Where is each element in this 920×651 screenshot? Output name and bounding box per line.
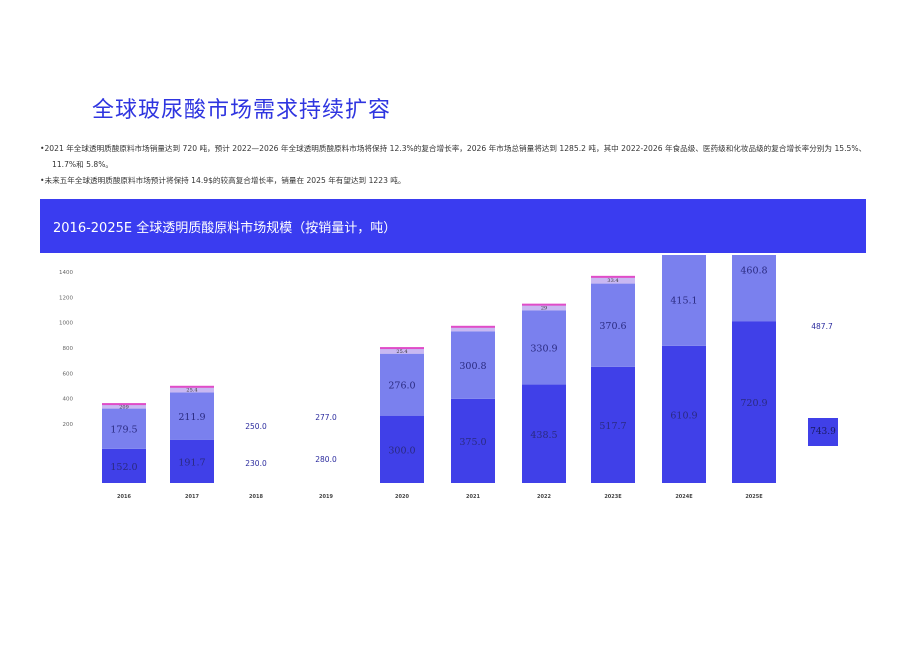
chart-canvas: 1400 1200 1000 800 600 400 200 2016 2017 2018 2019… bbox=[59, 255, 838, 500]
y-tick-label: 1400 bbox=[59, 270, 73, 276]
bullet-text-continuation: 11.7%和 5.8%。 bbox=[52, 160, 114, 169]
bar-value-label: 179.5 bbox=[110, 425, 137, 436]
bar-value-label: 300.0 bbox=[388, 445, 415, 456]
bar-value-label: 438.5 bbox=[530, 430, 557, 441]
bar-value-label: 460.8 bbox=[740, 265, 767, 276]
x-tick-label: 2022 bbox=[537, 494, 551, 500]
bar-segment bbox=[102, 404, 146, 409]
bar-value-label: 209 bbox=[119, 404, 129, 410]
bar-value-label: 211.9 bbox=[178, 412, 205, 423]
bar-segment bbox=[591, 276, 635, 284]
bar-segment bbox=[451, 326, 495, 332]
y-tick-label: 600 bbox=[63, 371, 74, 377]
bar-value-label: 370.6 bbox=[599, 321, 626, 332]
bar-segment bbox=[380, 415, 424, 483]
bar-value-label: 415.1 bbox=[670, 295, 697, 306]
bar-segment bbox=[451, 331, 495, 399]
y-tick-label: 1200 bbox=[59, 295, 73, 301]
x-tick-label: 2025E bbox=[745, 494, 763, 500]
y-tick-label: 200 bbox=[63, 422, 74, 428]
bar-value-label: 300.8 bbox=[459, 361, 486, 372]
bar-top-cap bbox=[380, 347, 424, 350]
bullet-text: •2021 年全球透明质酸原料市场销量达到 720 吨，预计 2022—2026… bbox=[40, 144, 867, 153]
floating-value-label: 280.0 bbox=[315, 455, 337, 464]
bar-top-cap bbox=[591, 275, 635, 278]
bar-segment bbox=[451, 398, 495, 483]
bullet-text: •未来五年全球透明质酸原料市场预计将保持 14.9$的较高复合增长率，销量在 2… bbox=[40, 176, 406, 185]
y-tick-label: 1000 bbox=[59, 321, 73, 327]
bar-segment bbox=[732, 255, 776, 322]
bar-top-cap bbox=[170, 385, 214, 388]
bar-value-label: 375.0 bbox=[459, 437, 486, 448]
bar-value-label: 25.4 bbox=[396, 349, 407, 355]
bar-segment bbox=[380, 353, 424, 416]
summary-bullets: •2021 年全球透明质酸原料市场销量达到 720 吨，预计 2022—2026… bbox=[40, 141, 880, 189]
bar-value-label: 276.0 bbox=[388, 381, 415, 392]
chart-title: 2016-2025E 全球透明质酸原料市场规模（按销量计，吨） bbox=[53, 220, 397, 236]
bar-value-label: 25.4 bbox=[186, 388, 197, 394]
x-tick-label: 2024E bbox=[675, 494, 693, 500]
bar-segment bbox=[591, 283, 635, 367]
x-tick-label: 2021 bbox=[466, 494, 480, 500]
extra-value-box bbox=[808, 418, 838, 446]
bar-segment bbox=[662, 255, 706, 346]
y-tick-label: 400 bbox=[63, 397, 74, 403]
stacked-bar-chart: 1400 1200 1000 800 600 400 200 2016 2017 2018 2019… bbox=[0, 255, 920, 515]
x-tick-label: 2019 bbox=[319, 494, 333, 500]
floating-value-label: 487.7 bbox=[811, 322, 833, 331]
bar-segment bbox=[732, 321, 776, 483]
bar-segment bbox=[662, 345, 706, 483]
y-tick-label: 800 bbox=[63, 346, 74, 352]
bar-top-cap bbox=[451, 325, 495, 328]
floating-value-label: 230.0 bbox=[245, 459, 267, 468]
bar-top-cap bbox=[522, 303, 566, 306]
bar-value-label: 191.7 bbox=[178, 457, 205, 468]
chart-title-banner: 2016-2025E 全球透明质酸原料市场规模（按销量计，吨） bbox=[40, 199, 866, 253]
extra-value-label: 743.9 bbox=[810, 427, 836, 437]
bar-segment bbox=[102, 448, 146, 483]
bar-segment bbox=[522, 304, 566, 311]
bar-value-label: 720.9 bbox=[740, 398, 767, 409]
x-tick-label: 2023E bbox=[604, 494, 622, 500]
bar-segment bbox=[380, 348, 424, 354]
bar-value-label: 33.4 bbox=[607, 278, 618, 284]
x-tick-label: 2020 bbox=[395, 494, 409, 500]
bar-segment bbox=[522, 384, 566, 483]
bar-segment bbox=[522, 310, 566, 385]
bar-segment bbox=[170, 392, 214, 440]
x-tick-label: 2017 bbox=[185, 494, 199, 500]
x-tick-label: 2016 bbox=[117, 494, 131, 500]
bar-segment bbox=[591, 366, 635, 483]
floating-value-label: 277.0 bbox=[315, 413, 337, 422]
bar-value-label: 330.9 bbox=[530, 343, 557, 354]
bar-segment bbox=[102, 408, 146, 449]
bar-segment bbox=[170, 439, 214, 483]
x-tick-label: 2018 bbox=[249, 494, 263, 500]
page-title: 全球玻尿酸市场需求持续扩容 bbox=[92, 98, 392, 123]
bar-value-label: 152.0 bbox=[110, 462, 137, 473]
bar-top-cap bbox=[102, 403, 146, 406]
floating-value-label: 250.0 bbox=[245, 422, 267, 431]
bar-value-label: 610.9 bbox=[670, 410, 697, 421]
bar-value-label: 29 bbox=[541, 305, 547, 311]
bar-value-label: 517.7 bbox=[599, 421, 626, 432]
bar-segment bbox=[170, 386, 214, 393]
